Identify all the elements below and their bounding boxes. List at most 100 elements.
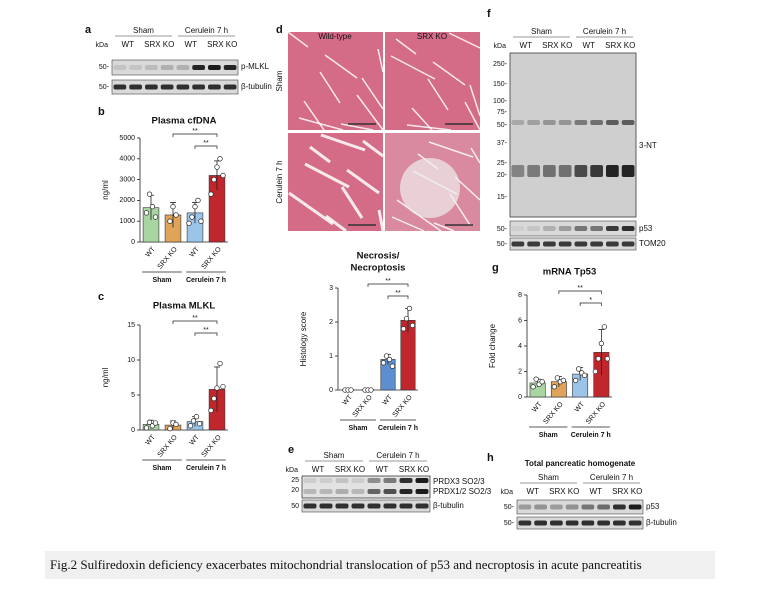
data-point [146,191,153,197]
band [367,478,381,483]
lane-label: SRX KO [605,41,635,50]
band [192,84,205,90]
band [527,241,540,247]
y-axis-label: Histology score [299,311,308,366]
caption-box [45,551,715,579]
band [518,504,532,510]
data-point [186,220,192,226]
y-axis-label: ng/ml [101,367,110,387]
column-label: Wild-type [318,32,352,41]
kda-marker: 20 [291,487,299,494]
band [606,120,619,125]
data-point [604,356,611,362]
y-tick-label: 8 [518,292,522,299]
lane-label: SRX KO [399,465,429,474]
data-point [560,377,567,384]
data-point [592,368,599,375]
data-point [220,383,226,390]
band [399,503,413,509]
band [574,120,588,125]
chart-title: Necrosis/ [357,251,400,262]
data-point [167,425,173,432]
band [613,504,626,510]
band [558,165,572,177]
data-point [196,421,203,427]
tissue-gap [319,71,341,104]
x-tick-label: SRX KO [157,434,180,459]
significance-bracket [387,295,409,299]
band [335,478,349,483]
band [415,503,429,509]
kda-marker: 50 [291,503,299,510]
band [208,65,221,70]
panel-letter: e [288,444,294,456]
tissue-gap [287,31,309,48]
x-tick-label: WT [382,393,395,406]
significance-label: ** [577,285,583,292]
data-point [380,360,387,366]
band [527,226,540,231]
band [399,489,413,494]
x-tick-label: SRX KO [201,434,224,459]
kda-marker: 50- [99,64,110,71]
column-label: SRX KO [417,32,447,41]
band [543,120,556,125]
tissue-gap [304,162,350,189]
tissue-gap [464,101,481,131]
tissue-gap [362,139,384,158]
significance-bracket [558,290,602,294]
band [581,520,595,526]
group-label: Sham [324,451,345,460]
panel-letter: d [276,24,283,36]
lane-label: WT [583,41,596,50]
band-label: PRDX3 SO2/3 [433,477,485,486]
band [335,489,349,494]
group-label: Sham [538,473,559,482]
tissue-gap [288,191,334,226]
band [590,226,603,231]
band [590,241,603,247]
band [565,520,579,526]
group-label: Sham [539,432,558,439]
necrotic-area [400,158,460,218]
kda-marker: 15- [497,194,508,201]
band [351,503,365,509]
band [351,489,365,494]
band [351,478,365,483]
band-label: p53 [639,224,653,233]
band-label: p53 [646,502,660,511]
band [129,84,142,90]
tissue-gap [298,117,344,131]
band [574,226,588,231]
significance-bracket [172,133,218,137]
chart-title: mRNA Tp53 [543,267,597,278]
data-point [146,419,153,425]
band [621,165,635,177]
kda-marker: 50- [504,520,515,527]
group-label: Cerulein 7 h [571,432,611,439]
band [319,489,333,494]
x-tick-label: WT [145,433,158,446]
data-point [143,210,150,216]
kda-marker: 50- [504,504,515,511]
band [565,504,579,510]
tissue-gap [377,209,385,232]
data-point [198,218,204,224]
blot [111,79,239,95]
band [543,226,556,231]
lane-label: SRX KO [207,40,237,49]
x-tick-label: SRX KO [542,401,565,426]
lane-label: WT [185,40,198,49]
band [518,520,532,526]
band [606,241,619,247]
band [550,520,563,526]
lane-label: SRX KO [335,465,365,474]
blot [301,475,431,499]
significance-bracket [172,320,218,324]
y-tick-label: 1 [329,353,333,360]
x-tick-label: SRX KO [585,401,608,426]
tissue-gap [390,55,436,80]
band [534,504,547,510]
blot [509,220,637,237]
lane-label: WT [590,487,603,496]
